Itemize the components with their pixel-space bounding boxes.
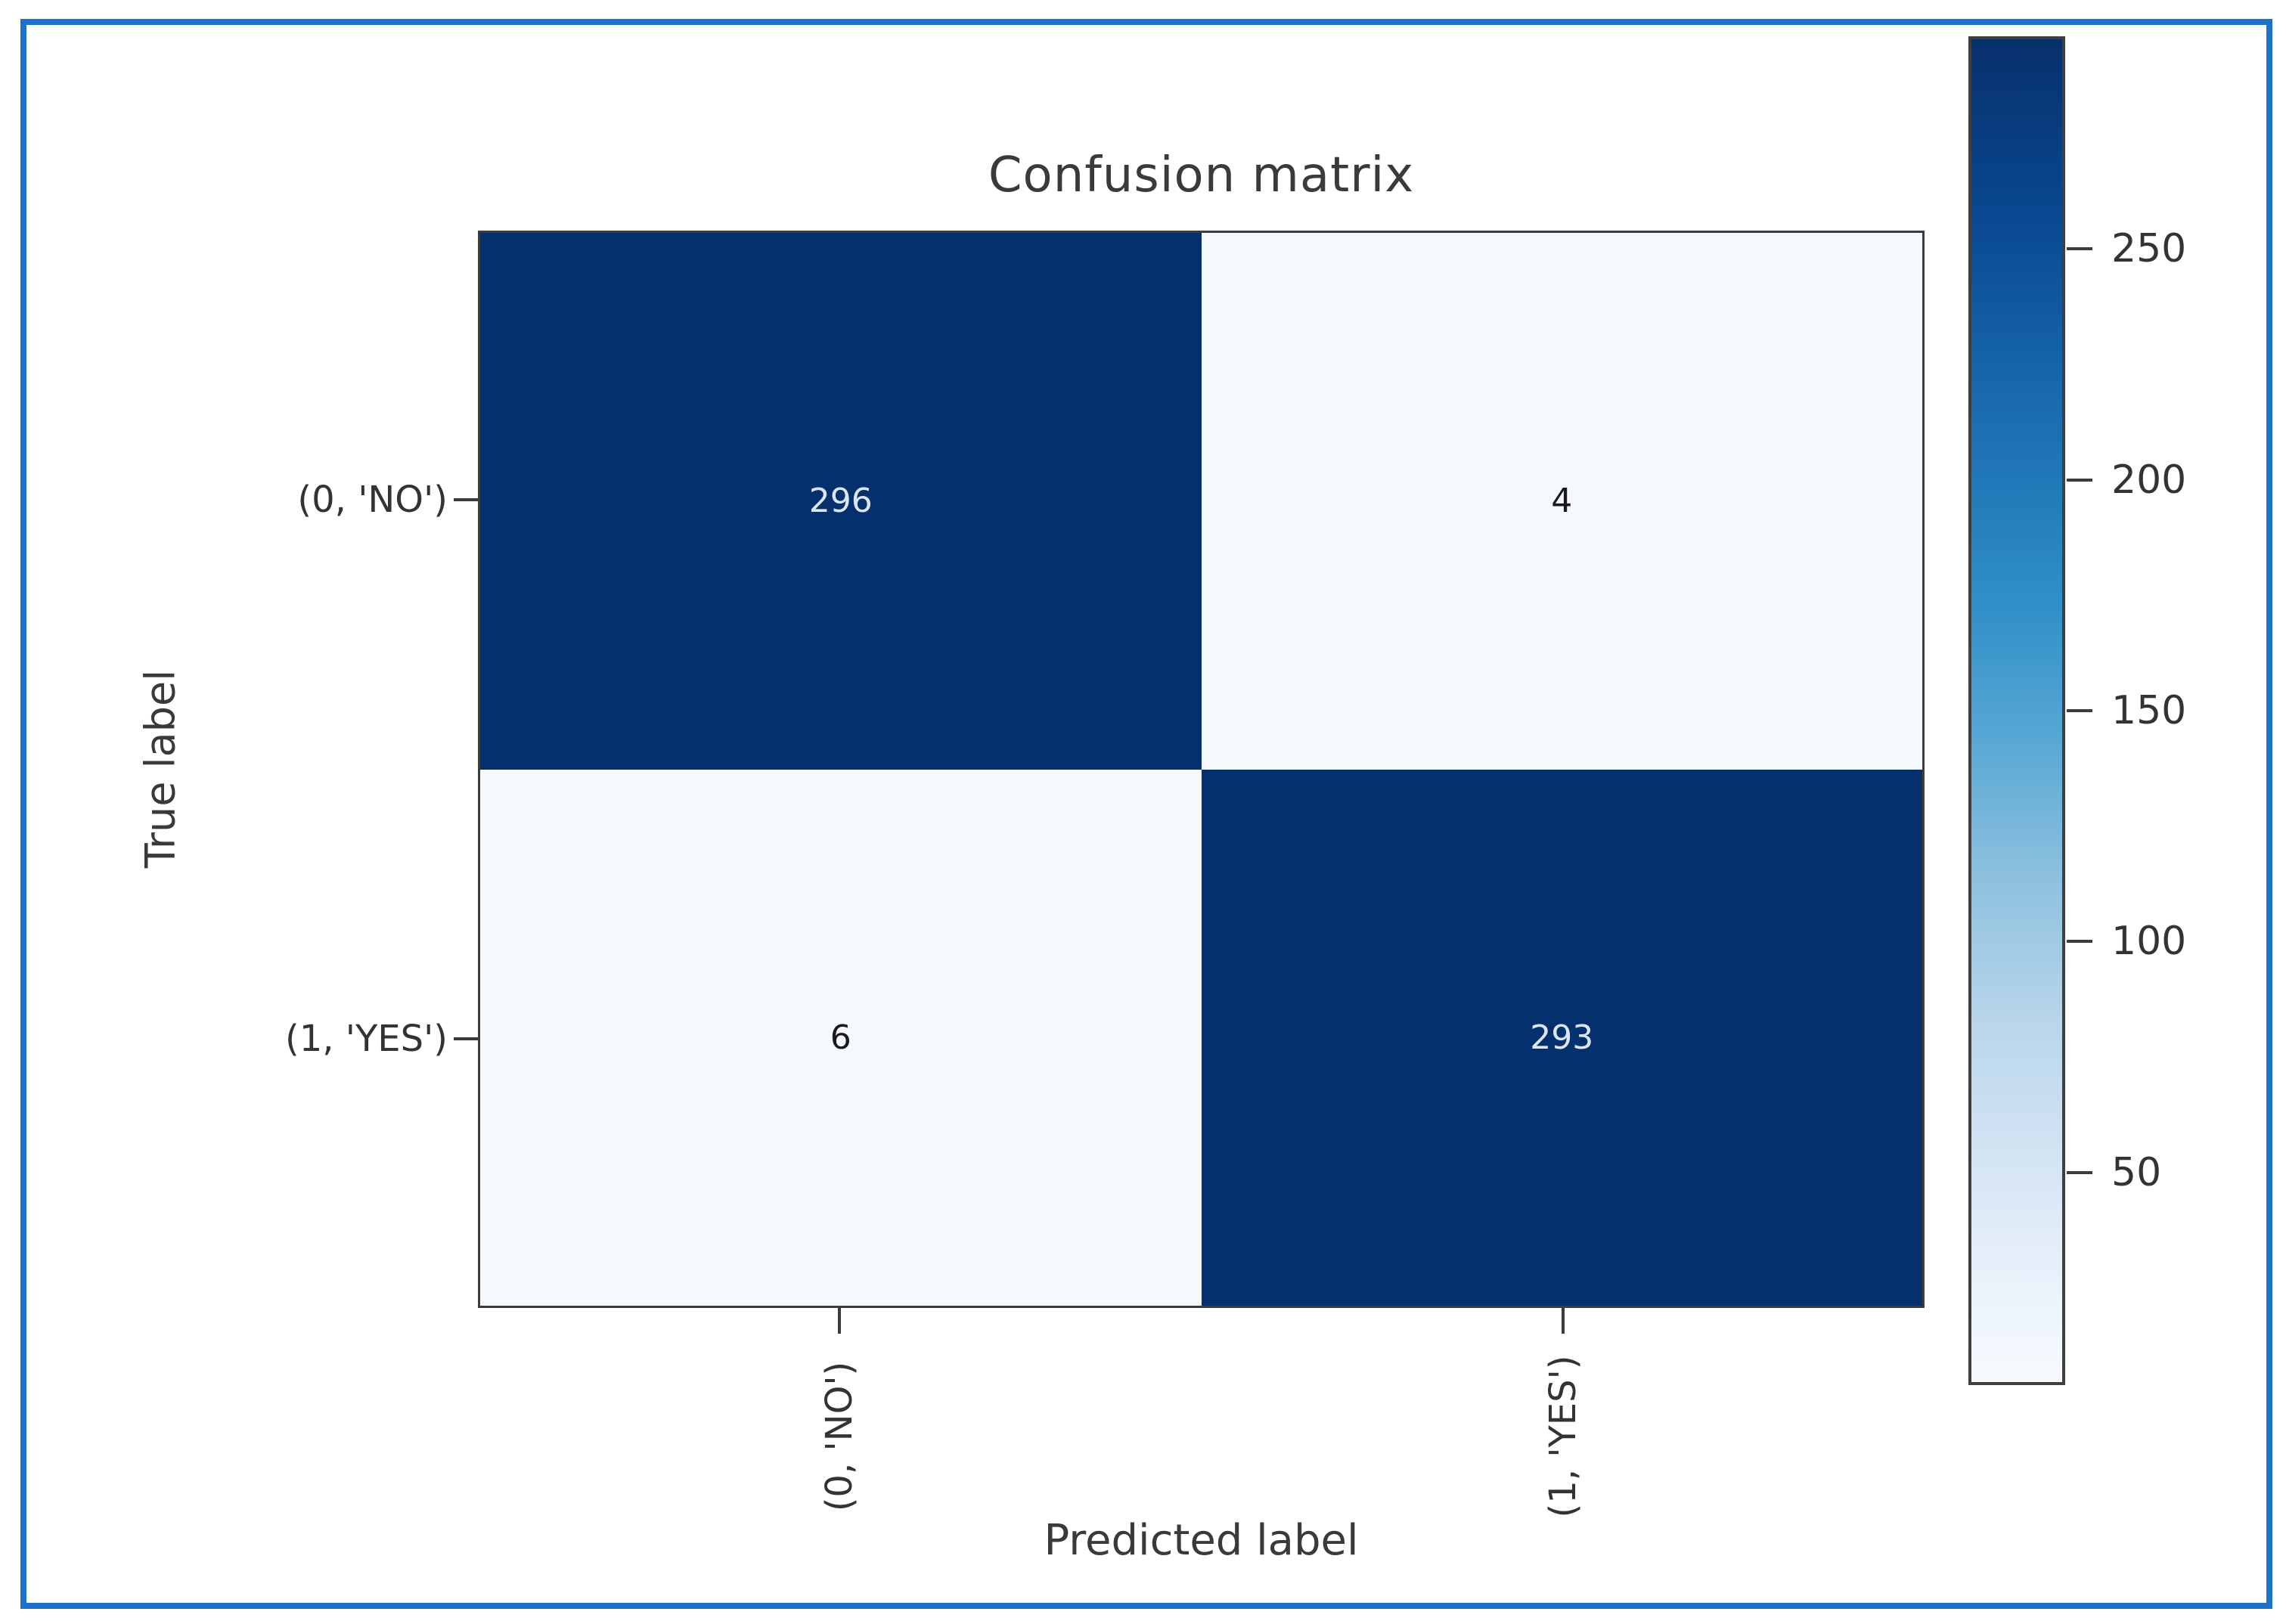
- colorbar: [1968, 36, 2065, 1385]
- colorbar-tick-label-50: 50: [2111, 1150, 2162, 1195]
- colorbar-tick-mark-150: [2067, 709, 2092, 712]
- x-tick-label-1-text: (1, 'YES'): [1542, 1355, 1584, 1518]
- y-axis-label-text: True label: [136, 669, 185, 869]
- colorbar-tick-mark-100: [2067, 940, 2092, 943]
- matrix-cell-true0-pred0: 296: [480, 233, 1202, 770]
- x-tick-label-0-text: (0, 'NO'): [818, 1361, 861, 1512]
- colorbar-tick-label-100: 100: [2111, 919, 2187, 964]
- confusion-matrix-heatmap: 296 4 6 293: [478, 231, 1925, 1308]
- colorbar-tick-label-150: 150: [2111, 688, 2187, 733]
- colorbar-tick-label-200: 200: [2111, 457, 2187, 503]
- y-tick-mark-0: [454, 498, 478, 501]
- colorbar-tick-mark-50: [2067, 1171, 2092, 1174]
- matrix-cell-true1-pred1: 293: [1201, 769, 1922, 1306]
- matrix-cell-true1-pred0: 6: [480, 769, 1202, 1306]
- plot-title: Confusion matrix: [988, 147, 1415, 203]
- x-tick-mark-1: [1562, 1308, 1565, 1334]
- colorbar-tick-mark-250: [2067, 247, 2092, 250]
- y-tick-label-1: (1, 'YES'): [284, 1018, 448, 1060]
- x-axis-label: Predicted label: [1044, 1516, 1359, 1565]
- colorbar-tick-label-250: 250: [2111, 226, 2187, 271]
- figure-border-frame: [20, 19, 2272, 1609]
- y-tick-mark-1: [454, 1037, 478, 1040]
- y-tick-label-0: (0, 'NO'): [297, 479, 448, 521]
- matrix-cell-true0-pred1: 4: [1201, 233, 1922, 770]
- x-tick-mark-0: [838, 1308, 841, 1334]
- colorbar-tick-mark-200: [2067, 479, 2092, 482]
